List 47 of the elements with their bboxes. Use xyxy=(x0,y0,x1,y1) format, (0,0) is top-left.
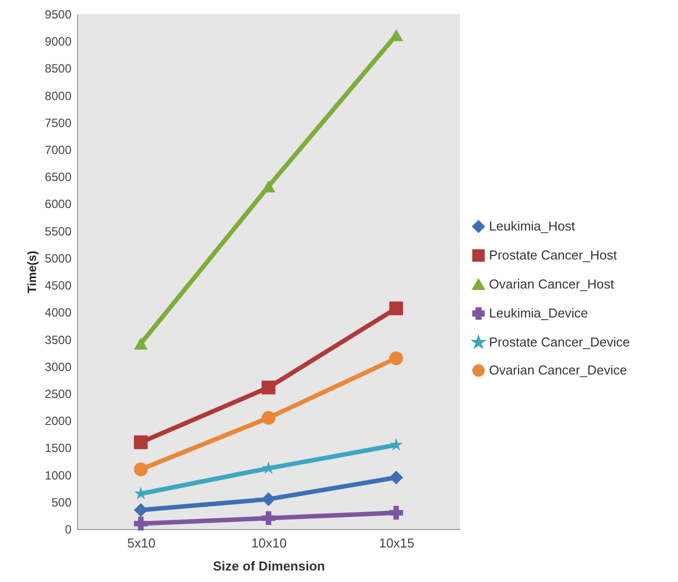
y-tick-label: 2500 xyxy=(44,386,72,401)
y-tick-label: 1000 xyxy=(44,468,72,482)
legend-label: Leukimia_Host xyxy=(489,218,576,234)
legend-label: Ovarian Cancer_Device xyxy=(489,362,628,378)
y-tick-label: 0 xyxy=(64,522,72,536)
y-tick-label: 8000 xyxy=(44,88,72,103)
y-tick-label: 8500 xyxy=(44,62,72,76)
point xyxy=(134,503,148,517)
point xyxy=(389,351,404,366)
legend-label: Prostate Cancer_Device xyxy=(489,334,630,350)
y-tick-label: 5500 xyxy=(44,224,72,238)
y-tick-label: 5000 xyxy=(44,251,72,266)
y-tick-label: 500 xyxy=(51,495,72,510)
point xyxy=(134,462,148,476)
y-axis-title: Time(s) xyxy=(24,250,39,294)
y-tick-label: 9500 xyxy=(44,8,72,22)
y-tick-label: 2000 xyxy=(44,414,72,428)
y-tick-label: 3000 xyxy=(44,360,72,374)
point xyxy=(134,435,148,450)
point xyxy=(390,438,403,451)
point xyxy=(134,338,148,350)
point xyxy=(262,511,276,526)
point xyxy=(389,301,404,316)
y-tick-label: 9000 xyxy=(44,34,72,49)
point xyxy=(389,506,404,520)
point xyxy=(262,492,276,506)
point xyxy=(262,380,276,394)
point xyxy=(389,29,404,42)
point xyxy=(262,180,276,192)
y-tick-label: 6000 xyxy=(44,197,72,212)
y-tick-label: 6500 xyxy=(44,170,72,184)
legend-label: Prostate Cancer_Host xyxy=(489,248,618,262)
point xyxy=(134,516,148,530)
y-tick-label: 1500 xyxy=(44,441,72,456)
x-axis-title: Size of Dimension xyxy=(213,558,326,574)
y-tick-label: 7000 xyxy=(44,143,72,158)
x-tick-label: 10x10 xyxy=(251,536,287,550)
x-tick-label: 5x10 xyxy=(127,536,156,550)
y-tick-label: 4500 xyxy=(44,278,72,293)
point xyxy=(262,410,276,425)
x-tick-label: 10x15 xyxy=(378,536,414,550)
y-tick-label: 7500 xyxy=(44,116,72,130)
y-tick-label: 4000 xyxy=(44,306,72,320)
legend-label: Leukimia_Device xyxy=(489,306,588,320)
y-tick-label: 3500 xyxy=(44,332,72,347)
legend-label: Ovarian Cancer_Host xyxy=(489,276,614,292)
point xyxy=(389,470,404,484)
